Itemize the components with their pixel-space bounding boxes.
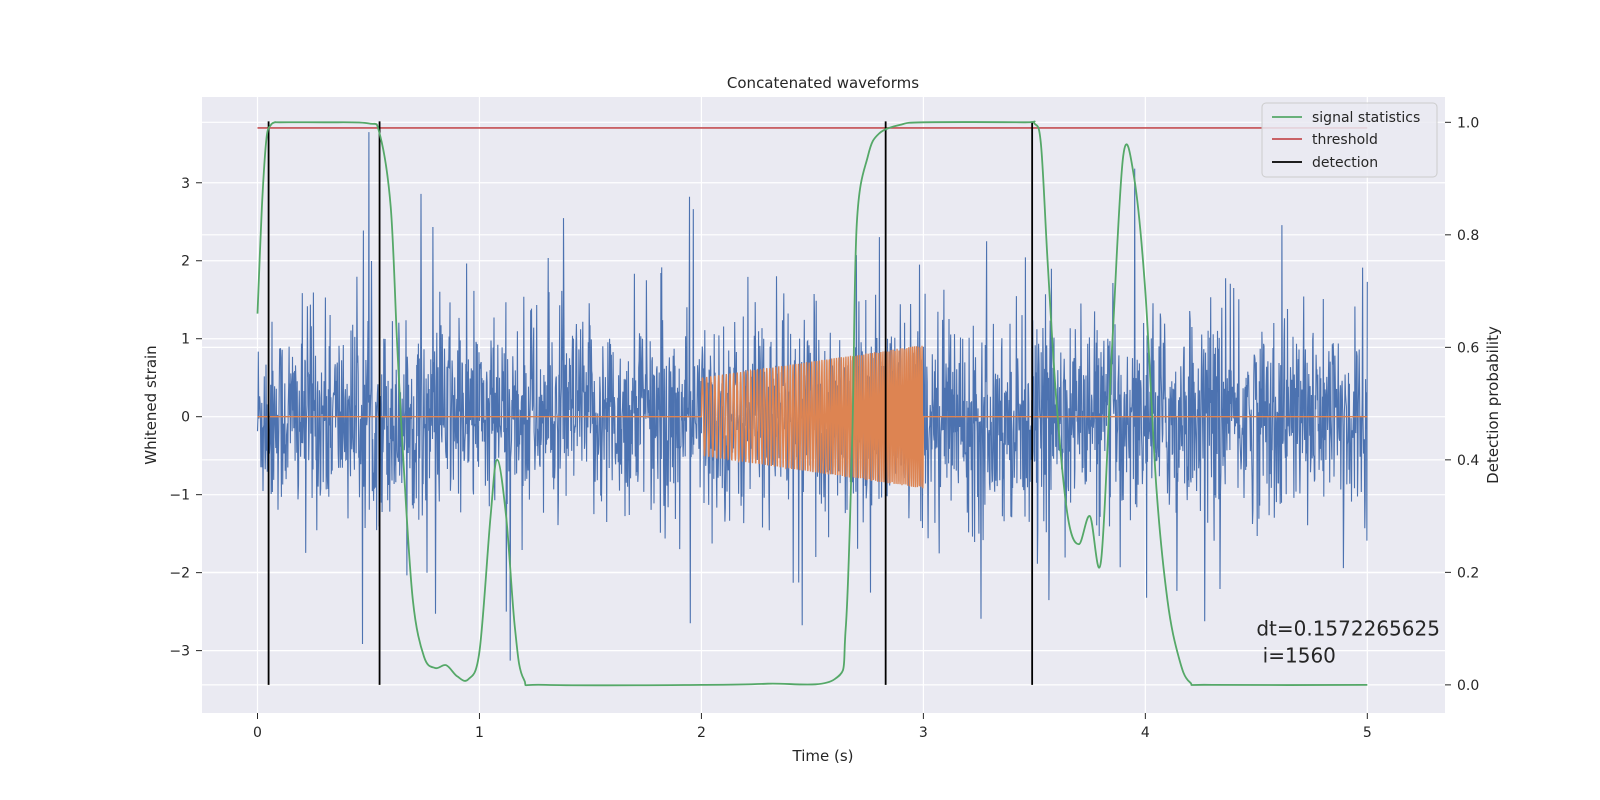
x-axis-label: Time (s) bbox=[792, 747, 854, 765]
y-tick-label: −3 bbox=[169, 644, 190, 660]
x-tick-label: 0 bbox=[253, 725, 262, 741]
y2-tick-label: 0.8 bbox=[1457, 228, 1479, 244]
legend-label-signal-statistics: signal statistics bbox=[1312, 110, 1420, 126]
legend-box bbox=[1261, 102, 1438, 178]
annotation-dt: dt=0.1572265625 bbox=[1256, 617, 1440, 641]
x-tick-label: 3 bbox=[919, 725, 928, 741]
x-tick-label: 4 bbox=[1141, 725, 1150, 741]
y-tick-label: −1 bbox=[169, 488, 190, 504]
annotation-index: i=1560 bbox=[1256, 644, 1336, 668]
x-tick-label: 5 bbox=[1363, 725, 1372, 741]
y2-tick-label: 0.2 bbox=[1457, 565, 1479, 581]
x-axis-ticks: 0 1 2 3 4 5 bbox=[253, 713, 1372, 741]
chart-title: Concatenated waveforms bbox=[727, 74, 919, 92]
x-tick-label: 2 bbox=[697, 725, 706, 741]
x-tick-label: 1 bbox=[475, 725, 484, 741]
y-tick-label: 1 bbox=[181, 332, 190, 348]
y2-tick-label: 0.6 bbox=[1457, 340, 1479, 356]
y2-tick-label: 0.4 bbox=[1457, 453, 1479, 469]
legend-label-detection: detection bbox=[1312, 155, 1378, 171]
y-tick-label: −2 bbox=[169, 566, 190, 582]
legend: signal statistics threshold detection bbox=[1261, 102, 1438, 178]
legend-label-threshold: threshold bbox=[1312, 132, 1378, 148]
y-tick-label: 3 bbox=[181, 176, 190, 192]
y-axis-label: Whitened strain bbox=[142, 345, 160, 464]
signal-statistics-series bbox=[256, 120, 1368, 687]
y-tick-label: 0 bbox=[181, 410, 190, 426]
y-axis-ticks: −3 −2 −1 0 1 2 3 bbox=[169, 176, 202, 660]
y2-axis-label: Detection probability bbox=[1484, 326, 1502, 484]
y2-tick-label: 0.0 bbox=[1457, 678, 1479, 694]
y-tick-label: 2 bbox=[181, 254, 190, 270]
y2-axis-ticks: 0.0 0.2 0.4 0.6 0.8 1.0 bbox=[1445, 115, 1479, 694]
detection-lines bbox=[267, 121, 1034, 685]
y2-tick-label: 1.0 bbox=[1457, 115, 1479, 131]
